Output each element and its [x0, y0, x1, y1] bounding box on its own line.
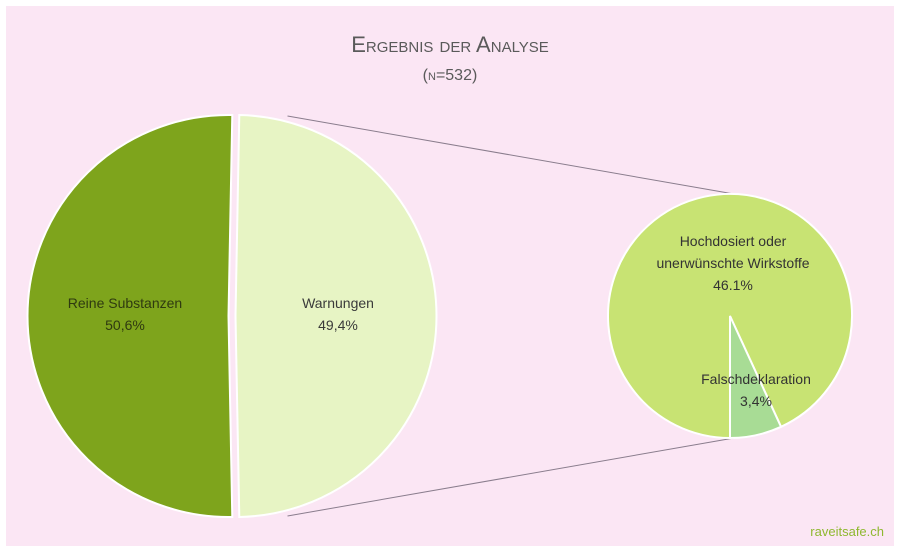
- slice-reine-substanzen: [26, 114, 234, 518]
- chart-subtitle: (n=532): [423, 67, 478, 84]
- label-hochdosiert-line1: Hochdosiert oder: [680, 233, 787, 249]
- label-hochdosiert-line2: unerwünschte Wirkstoffe: [656, 255, 809, 271]
- value-warnungen: 49,4%: [318, 317, 358, 333]
- slice-warnungen: [234, 114, 438, 518]
- slice-labels: Reine Substanzen 50,6% Warnungen 49,4% Hochd…: [68, 233, 811, 409]
- value-falschdeklaration: 3,4%: [740, 393, 772, 409]
- main-pie: [26, 114, 438, 518]
- label-warnungen: Warnungen: [302, 295, 374, 311]
- label-falschdeklaration: Falschdeklaration: [701, 371, 811, 387]
- watermark-text: raveitsafe.ch: [810, 524, 884, 539]
- value-hochdosiert: 46.1%: [713, 277, 753, 293]
- sub-pie: [607, 193, 853, 440]
- label-reine-substanzen: Reine Substanzen: [68, 295, 182, 311]
- chart-title: Ergebnis der Analyse: [351, 32, 549, 57]
- value-reine-substanzen: 50,6%: [105, 317, 145, 333]
- connector-line-top: [287, 115, 735, 195]
- connector-lines: [287, 115, 735, 517]
- slice-falschdeklaration: [729, 315, 783, 440]
- connector-line-bottom: [287, 437, 735, 517]
